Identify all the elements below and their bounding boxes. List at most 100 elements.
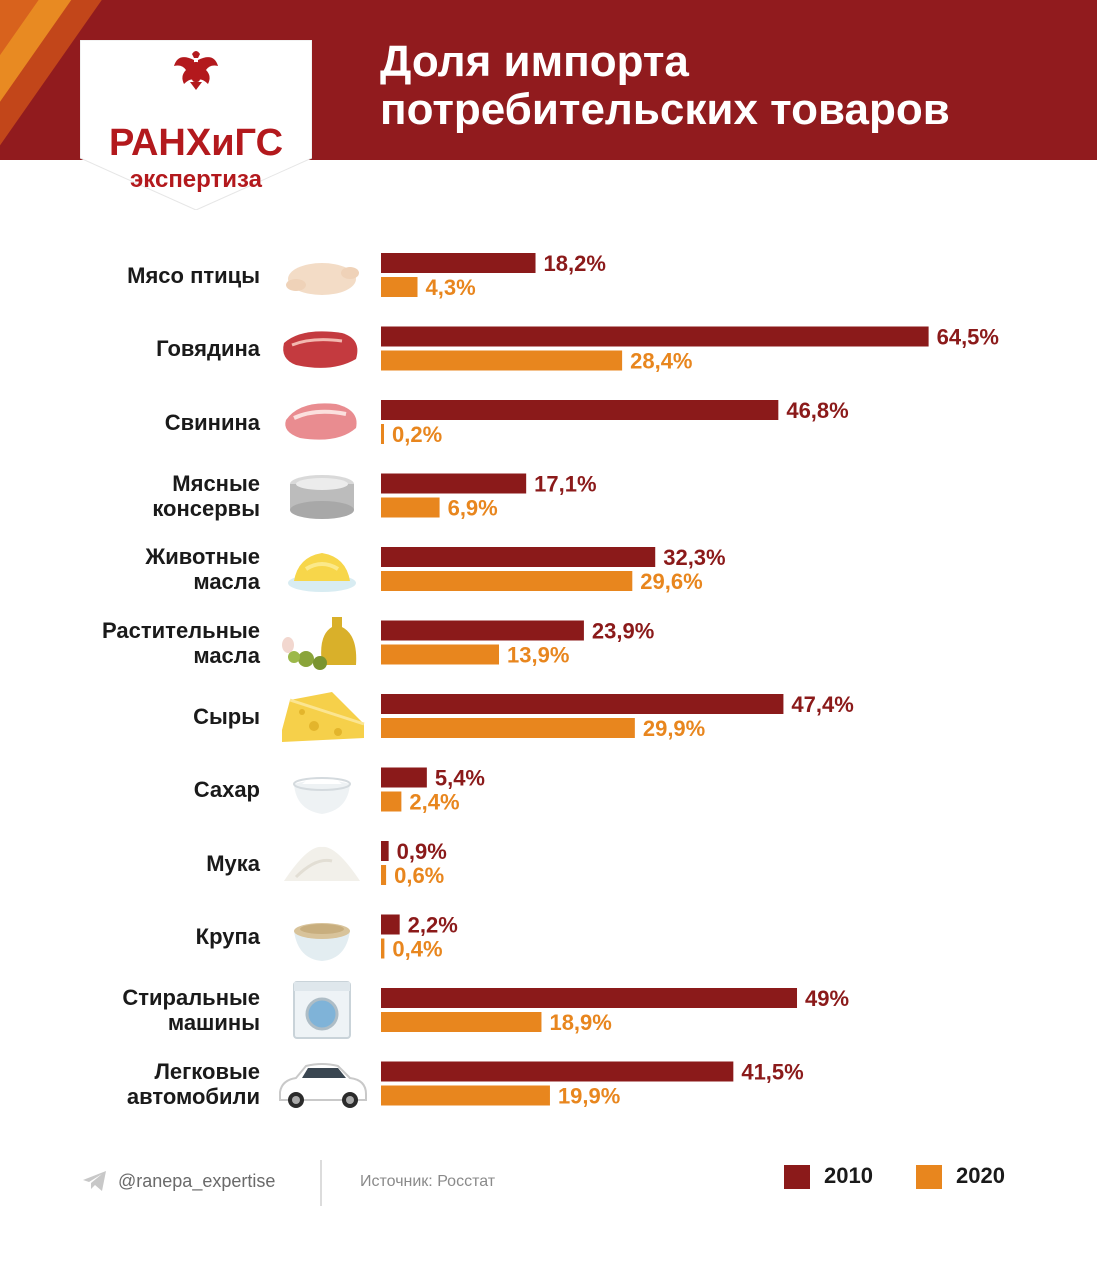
legend-swatch-2010 [784,1165,810,1189]
bar-2020 [381,1085,550,1106]
category-label-line: Стиральные [122,985,260,1010]
category-label: Мясные консервы [40,471,260,521]
bar-2020 [381,497,440,518]
data-label-2010: 17,1% [534,472,596,497]
category-label: Мука [40,851,260,876]
cheese-icon [272,686,372,746]
category-label: Свинина [40,410,260,435]
bar-2020 [381,938,385,959]
data-label-2020: 13,9% [507,643,569,668]
category-label: Сахар [40,777,260,802]
bar-2010 [381,620,584,641]
bar-2010 [381,988,798,1008]
data-label-2020: 19,9% [558,1084,620,1109]
category-label: Растительные масла [40,618,260,668]
data-label-2010: 46,8% [786,398,848,423]
category-label: Говядина [40,336,260,361]
data-label-2020: 6,9% [448,496,498,521]
data-label-2010: 47,4% [791,692,853,717]
data-label-2010: 64,5% [937,325,999,350]
data-label-2010: 18,2% [544,251,606,276]
category-label-line: масла [193,569,260,594]
category-label-line: консервы [152,495,260,521]
bar-2020 [381,718,635,738]
category-label: Животные масла [40,544,260,594]
bar-2010 [381,547,656,567]
data-label-2020: 18,9% [549,1010,611,1035]
data-label-2020: 28,4% [630,349,692,374]
category-label: Легковые автомобили [40,1059,260,1109]
page-title: Доля импорта потребительских товаров [380,38,950,134]
olive-oil-icon [272,613,372,673]
legend-label-2020: 2020 [956,1163,1005,1188]
bar-2010 [381,473,527,494]
category-label-line: Говядина [156,336,260,361]
title-line-2: потребительских товаров [380,85,950,134]
beef-icon [272,319,372,379]
washing-machine-icon [272,980,372,1040]
bar-2020 [381,1012,542,1032]
bar-2020 [381,571,633,591]
bar-2020 [381,277,418,297]
category-label-line: Свинина [164,409,260,435]
butter-icon [272,539,372,599]
source-note: Источник: Росстат [360,1173,496,1190]
data-label-2010: 49% [805,986,849,1011]
legend-swatch-2020 [916,1165,942,1189]
double-headed-eagle-icon [174,51,218,90]
category-label-line: Крупа [195,924,260,949]
data-label-2020: 29,9% [643,716,705,741]
bar-2020 [381,644,500,665]
data-label-2010: 2,2% [408,913,458,938]
logo-shield [80,40,312,210]
data-label-2020: 0,6% [394,863,444,888]
data-label-2020: 29,6% [640,569,702,594]
bar-2010 [381,400,779,420]
bar-2020 [381,424,384,444]
social-handle[interactable]: @ranepa_expertise [118,1171,276,1191]
category-label-line: Растительные [102,617,260,643]
bar-2010 [381,841,389,861]
bar-2010 [381,253,536,273]
bar-2020 [381,350,623,371]
category-label-line: Сыры [193,703,260,729]
title-line-1: Доля импорта [380,37,689,86]
category-label: Мясо птицы [40,263,260,288]
data-label-2010: 5,4% [435,766,485,791]
category-label-line: масла [193,642,260,668]
flour-icon [272,833,372,893]
category-label-line: автомобили [126,1083,260,1109]
telegram-icon [82,1170,108,1197]
data-label-2010: 41,5% [741,1060,803,1085]
data-label-2010: 32,3% [663,545,725,570]
sugar-icon [272,760,372,820]
category-label-line: машины [167,1010,260,1035]
bar-2020 [381,791,402,812]
data-label-2010: 23,9% [592,619,654,644]
chicken-icon [272,245,372,305]
canned-meat-icon [272,466,372,526]
category-label-line: Животные [145,544,260,569]
legend-label-2010: 2010 [824,1163,873,1188]
category-label-line: Сахар [193,777,260,802]
logo-subtitle: экспертиза [130,166,262,193]
grain-icon [272,907,372,967]
category-label: Стиральные машины [40,985,260,1035]
bar-2010 [381,914,400,935]
bar-2010 [381,767,427,788]
car-icon [272,1054,372,1114]
category-label: Крупа [40,924,260,949]
bar-2020 [381,865,387,885]
category-label-line: Мука [206,850,260,876]
bar-2010 [381,694,784,714]
pork-icon [272,392,372,452]
data-label-2020: 0,4% [392,937,442,962]
data-label-2020: 0,2% [392,422,442,447]
category-label-line: Мясо птицы [127,262,260,288]
category-label-line: Мясные [172,470,260,496]
footer-divider [320,1160,322,1206]
bar-2010 [381,326,929,347]
category-label-line: Легковые [154,1058,260,1084]
data-label-2020: 2,4% [409,790,459,815]
